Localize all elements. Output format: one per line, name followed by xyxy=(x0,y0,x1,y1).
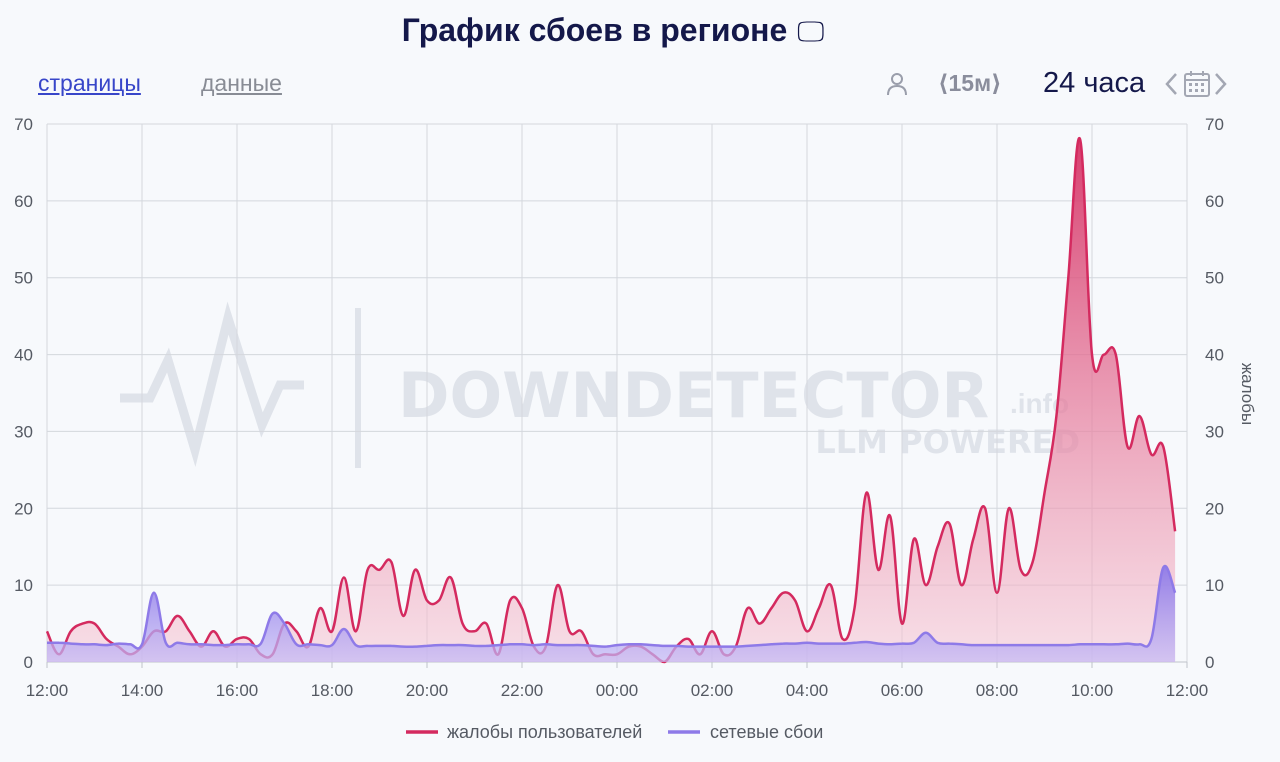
chart-areas xyxy=(45,136,1177,664)
tab-pages[interactable]: страницы xyxy=(38,70,141,96)
watermark: DOWNDETECTOR .info LLM POWERED xyxy=(120,301,1080,468)
watermark-brand: DOWNDETECTOR xyxy=(398,359,989,432)
y-tick-left: 40 xyxy=(14,346,33,365)
watermark-tagline: LLM POWERED xyxy=(815,423,1080,461)
y-tick-right: 30 xyxy=(1205,422,1224,441)
y-tick-left: 20 xyxy=(14,499,33,518)
y-tick-right: 50 xyxy=(1205,269,1224,288)
x-tick-label: 12:00 xyxy=(26,681,69,700)
y-tick-right: 70 xyxy=(1205,115,1224,134)
y-axis-right-title: жалобы xyxy=(1238,363,1257,425)
legend-label-complaints[interactable]: жалобы пользователей xyxy=(447,722,642,742)
y-tick-left: 30 xyxy=(14,422,33,441)
x-tick-label: 02:00 xyxy=(691,681,734,700)
series-area-complaints xyxy=(47,138,1176,662)
y-tick-left: 50 xyxy=(14,269,33,288)
monitor-icon: 🖵 xyxy=(797,16,825,47)
x-tick-label: 12:00 xyxy=(1166,681,1209,700)
y-tick-right: 10 xyxy=(1205,576,1224,595)
y-tick-left: 70 xyxy=(14,115,33,134)
x-tick-label: 08:00 xyxy=(976,681,1019,700)
chart-ticks: 0 0 10 10 20 20 30 30 40 40 50 50 60 60 70 70 12:00 14:00… xyxy=(14,115,1224,700)
x-tick-label: 06:00 xyxy=(881,681,924,700)
y-tick-right: 20 xyxy=(1205,499,1224,518)
page-title-text: График сбоев в регионе xyxy=(401,12,788,48)
user-icon[interactable] xyxy=(885,71,909,97)
chart-toolbar: страницы данные ⟨15м⟩ 24 часа xyxy=(0,66,1280,106)
range-label: 24 часа xyxy=(1043,67,1146,99)
page-title: График сбоев в регионе 🖵 xyxy=(0,12,1226,49)
chevron-right-icon[interactable] xyxy=(1210,68,1232,100)
x-tick-label: 10:00 xyxy=(1071,681,1114,700)
interval-selector[interactable]: ⟨15м⟩ xyxy=(938,70,1002,96)
x-tick-label: 16:00 xyxy=(216,681,259,700)
y-tick-right: 60 xyxy=(1205,192,1224,211)
x-tick-label: 14:00 xyxy=(121,681,164,700)
watermark-divider xyxy=(355,308,361,468)
chevron-left-icon[interactable] xyxy=(1160,68,1182,100)
series-line-network xyxy=(46,564,1177,650)
x-tick-label: 18:00 xyxy=(311,681,354,700)
y-tick-left: 60 xyxy=(14,192,33,211)
x-tick-label: 22:00 xyxy=(501,681,544,700)
x-tick-label: 04:00 xyxy=(786,681,829,700)
y-tick-right: 40 xyxy=(1205,346,1224,365)
chart-legend: жалобы пользователей сетевые сбои xyxy=(406,722,823,742)
y-tick-right: 0 xyxy=(1205,653,1214,672)
y-tick-left: 0 xyxy=(24,653,33,672)
x-tick-label: 20:00 xyxy=(406,681,449,700)
tab-data[interactable]: данные xyxy=(201,70,282,96)
legend-label-network[interactable]: сетевые сбои xyxy=(710,722,823,742)
watermark-pulse-icon xyxy=(120,301,304,467)
x-tick-label: 00:00 xyxy=(596,681,639,700)
calendar-icon[interactable] xyxy=(1182,69,1212,99)
y-tick-left: 10 xyxy=(14,576,33,595)
